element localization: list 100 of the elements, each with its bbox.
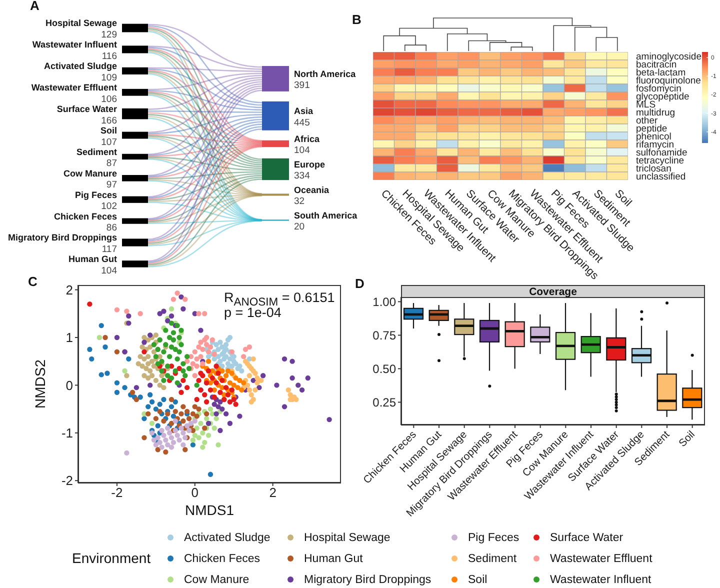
point [194, 396, 200, 402]
point [161, 418, 166, 424]
point [142, 349, 147, 354]
point [180, 306, 186, 312]
point [155, 423, 160, 428]
point [136, 361, 141, 366]
point [168, 320, 174, 326]
point [170, 414, 176, 419]
point [146, 411, 151, 416]
point [254, 380, 260, 386]
point [180, 404, 186, 410]
point [157, 402, 162, 407]
point [170, 330, 176, 336]
point [89, 356, 94, 362]
point [178, 390, 184, 395]
point [168, 404, 174, 410]
point [294, 396, 299, 402]
point [180, 418, 186, 424]
point [114, 307, 120, 312]
point [223, 411, 229, 416]
y-tick-label: 0.75 [372, 328, 396, 342]
point [157, 382, 162, 388]
point [180, 378, 186, 384]
point [102, 334, 108, 340]
point [163, 437, 168, 443]
point [153, 416, 159, 422]
data-label: 87 [106, 158, 117, 170]
point [258, 378, 264, 384]
x-tick-label: 0 [191, 485, 199, 500]
point [124, 450, 130, 456]
point [252, 387, 258, 393]
category-label: Hospital Sewage [45, 18, 117, 28]
data-label: 104 [101, 265, 117, 276]
data-label: 445 [294, 117, 310, 128]
point [176, 334, 182, 340]
data-label: 107 [101, 136, 117, 148]
point [174, 380, 180, 386]
point [122, 384, 128, 390]
point [161, 432, 166, 438]
x-axis-title: NMDS1 [184, 502, 234, 518]
point [184, 384, 190, 390]
point [198, 420, 204, 426]
y-tick-label: unclassified [636, 171, 686, 182]
point [174, 290, 180, 296]
point [151, 364, 157, 369]
point [246, 387, 252, 393]
point [190, 437, 196, 443]
point [161, 378, 166, 384]
point [218, 399, 223, 404]
point [220, 406, 225, 412]
point [178, 342, 184, 348]
point [153, 332, 159, 338]
point [246, 344, 252, 350]
point [172, 368, 178, 374]
point [163, 342, 168, 348]
point [200, 361, 206, 366]
category-label: Sediment [76, 146, 117, 157]
point [218, 428, 223, 434]
point [282, 356, 288, 362]
point [237, 364, 242, 369]
point [208, 387, 214, 393]
point [204, 411, 210, 416]
point [124, 308, 130, 314]
data-label: 86 [106, 222, 117, 234]
point [98, 322, 104, 328]
data-label: 129 [101, 30, 117, 40]
point [198, 328, 204, 333]
text: A [30, 0, 40, 13]
point [229, 387, 235, 393]
category-label: North America [294, 68, 357, 79]
point [208, 406, 214, 412]
point [146, 361, 151, 366]
point [206, 432, 212, 438]
point [142, 435, 147, 440]
point [326, 416, 332, 422]
point [155, 361, 160, 366]
y-tick-label: 0.50 [372, 362, 396, 376]
point [248, 399, 254, 404]
point [286, 387, 291, 393]
category-label: Oceania [294, 184, 330, 195]
point [138, 394, 143, 400]
data-label: 106 [101, 94, 117, 105]
point [198, 340, 204, 345]
point [231, 382, 236, 388]
legend-title: Environment [72, 550, 151, 566]
point [174, 356, 180, 362]
legend-label: Wastewater Effluent [550, 552, 652, 564]
x-tick-label: -2 [111, 485, 123, 500]
chart-subtitle: Coverage [529, 286, 577, 298]
point [196, 311, 202, 316]
data-label: 116 [102, 50, 117, 62]
point [149, 420, 155, 426]
point [229, 370, 235, 376]
point [155, 435, 160, 440]
point [174, 432, 180, 438]
y-tick-label: aminoglycoside [636, 51, 702, 62]
point [206, 368, 212, 374]
point [192, 349, 198, 354]
point [153, 442, 159, 448]
point [194, 382, 200, 388]
